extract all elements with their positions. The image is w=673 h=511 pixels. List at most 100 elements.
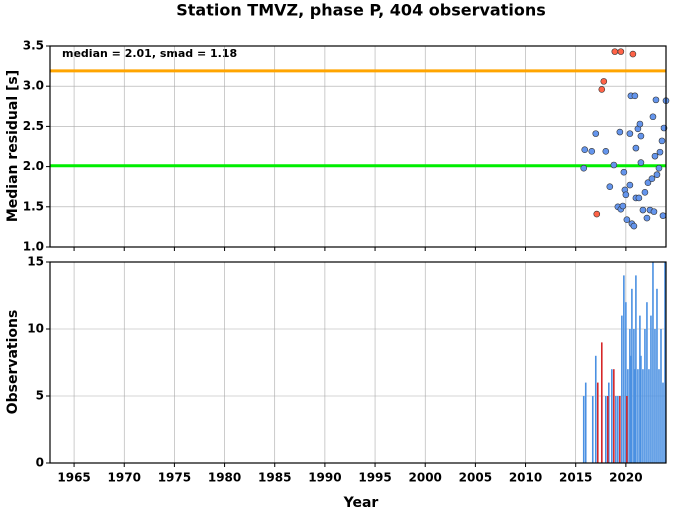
x-axis-label: Year [343, 495, 379, 511]
bar [631, 288, 633, 463]
x-tick-label: 2005 [459, 471, 492, 485]
scatter-point [631, 92, 639, 100]
scatter-point [644, 179, 652, 186]
bar [658, 369, 660, 463]
scatter-point [649, 113, 657, 121]
x-tick-label: 2020 [609, 471, 642, 485]
y-tick-label: 2.5 [23, 119, 44, 133]
bar [619, 396, 621, 463]
bar [639, 315, 641, 463]
bar [660, 329, 662, 463]
scatter-point [616, 128, 624, 136]
bar [607, 396, 609, 463]
bar [646, 302, 648, 463]
bar [617, 396, 619, 463]
scatter-point [637, 132, 645, 140]
scatter-point [643, 214, 651, 222]
x-tick-label: 1995 [358, 471, 391, 485]
bar [630, 355, 632, 463]
scatter-point [592, 130, 600, 137]
scatter-point [581, 146, 589, 154]
x-tick-label: 2015 [559, 471, 592, 485]
bar [621, 315, 623, 463]
bar [600, 342, 603, 463]
scatter-point [658, 137, 666, 145]
bar [642, 369, 644, 463]
scatter-point [619, 202, 627, 210]
bar [652, 262, 654, 463]
y-tick-label: 0 [36, 456, 44, 470]
bar [629, 329, 631, 463]
bar [596, 382, 599, 463]
bar [635, 275, 637, 463]
scatter-point [626, 130, 634, 137]
scatter-point [623, 216, 631, 223]
bar [605, 396, 607, 463]
x-tick-label: 2000 [409, 471, 442, 485]
scatter-point [632, 144, 640, 152]
bar [664, 262, 666, 463]
x-tick-label: 1985 [258, 471, 291, 485]
y-tick-label: 10 [27, 322, 44, 336]
bar [615, 396, 617, 463]
bar [591, 396, 594, 463]
scatter-point [606, 183, 614, 190]
scatter-point [626, 181, 634, 189]
scatter-point [610, 161, 618, 169]
bar [644, 329, 646, 463]
bar [582, 396, 585, 463]
chart-title: Station TMVZ, phase P, 404 observations [176, 1, 546, 20]
bar [613, 369, 615, 463]
scatter-point [637, 159, 645, 166]
scatter-point [580, 164, 588, 172]
bar [584, 382, 587, 463]
bar [627, 369, 629, 463]
scatter-point [656, 148, 664, 156]
bar [637, 369, 639, 463]
scatter-point [651, 152, 659, 160]
bar [654, 329, 656, 463]
scatter-point [588, 148, 596, 155]
scatter-point [639, 206, 647, 214]
y-tick-label: 5 [36, 389, 44, 403]
scatter-point [630, 222, 638, 230]
bar [662, 382, 664, 463]
x-tick-label: 2010 [509, 471, 542, 485]
bar [611, 369, 613, 463]
scatter-point [620, 168, 628, 176]
y-axis-label: Observations [5, 310, 21, 415]
bar [656, 288, 658, 463]
y-tick-label: 1.5 [23, 199, 44, 213]
y-tick-label: 3.0 [23, 79, 44, 93]
y-axis-label: Median residual [s] [5, 70, 21, 222]
scatter-point [652, 96, 660, 104]
bar [648, 369, 650, 463]
y-tick-label: 3.5 [23, 39, 44, 53]
y-tick-label: 15 [27, 255, 44, 269]
bar [594, 355, 597, 463]
bar [626, 396, 628, 463]
scatter-point [636, 120, 644, 128]
x-tick-label: 1965 [57, 471, 90, 485]
bar [608, 382, 610, 463]
scatter-point [648, 175, 656, 182]
scatter-point [598, 86, 606, 93]
x-tick-label: 1970 [108, 471, 141, 485]
scatter-point [641, 189, 649, 196]
scatter-point [602, 148, 610, 155]
annotation: median = 2.01, smad = 1.18 [62, 47, 237, 60]
scatter-point [629, 50, 637, 58]
plot-frame [49, 45, 667, 248]
bar [640, 355, 642, 463]
y-tick-label: 2.0 [23, 159, 44, 173]
bar [633, 329, 635, 463]
bar [650, 315, 652, 463]
scatter-point [611, 48, 619, 55]
x-tick-label: 1990 [308, 471, 341, 485]
scatter-point [593, 210, 601, 218]
x-tick-label: 1980 [208, 471, 241, 485]
plot-frame [49, 261, 667, 464]
y-tick-label: 1.0 [23, 240, 44, 254]
scatter-point [655, 164, 663, 172]
